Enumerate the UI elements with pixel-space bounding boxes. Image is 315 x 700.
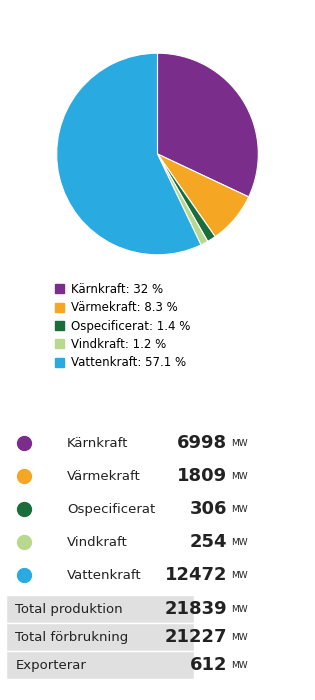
Text: MW: MW [232, 505, 248, 514]
Text: 254: 254 [190, 533, 227, 551]
FancyBboxPatch shape [6, 652, 194, 678]
Legend: Kärnkraft: 32 %, Värmekraft: 8.3 %, Ospecificerat: 1.4 %, Vindkraft: 1.2 %, Vatt: Kärnkraft: 32 %, Värmekraft: 8.3 %, Ospe… [50, 278, 195, 374]
Text: MW: MW [232, 633, 248, 641]
Text: Exporterar: Exporterar [15, 659, 86, 671]
Wedge shape [57, 53, 201, 255]
Text: 21839: 21839 [164, 600, 227, 618]
Text: Ospecificerat: Ospecificerat [67, 503, 155, 516]
Text: MW: MW [232, 661, 248, 669]
Text: MW: MW [232, 570, 248, 580]
Text: Kärnkraft: Kärnkraft [67, 437, 128, 450]
Text: 612: 612 [190, 656, 227, 674]
Text: MW: MW [232, 472, 248, 481]
Text: 6998: 6998 [177, 435, 227, 452]
Text: Total förbrukning: Total förbrukning [15, 631, 129, 643]
Text: 12472: 12472 [164, 566, 227, 584]
Text: MW: MW [232, 439, 248, 448]
Text: Total produktion: Total produktion [15, 603, 123, 615]
Text: MW: MW [232, 605, 248, 613]
Wedge shape [158, 154, 249, 237]
FancyBboxPatch shape [6, 596, 194, 622]
Text: MW: MW [232, 538, 248, 547]
Wedge shape [158, 154, 215, 242]
Text: 306: 306 [190, 500, 227, 518]
Text: Vindkraft: Vindkraft [67, 536, 128, 549]
Text: Värmekraft: Värmekraft [67, 470, 140, 483]
Wedge shape [158, 154, 208, 245]
Text: Vattenkraft: Vattenkraft [67, 568, 141, 582]
FancyBboxPatch shape [6, 624, 194, 650]
Wedge shape [158, 53, 258, 197]
Text: 1809: 1809 [177, 468, 227, 485]
Text: 21227: 21227 [164, 628, 227, 646]
